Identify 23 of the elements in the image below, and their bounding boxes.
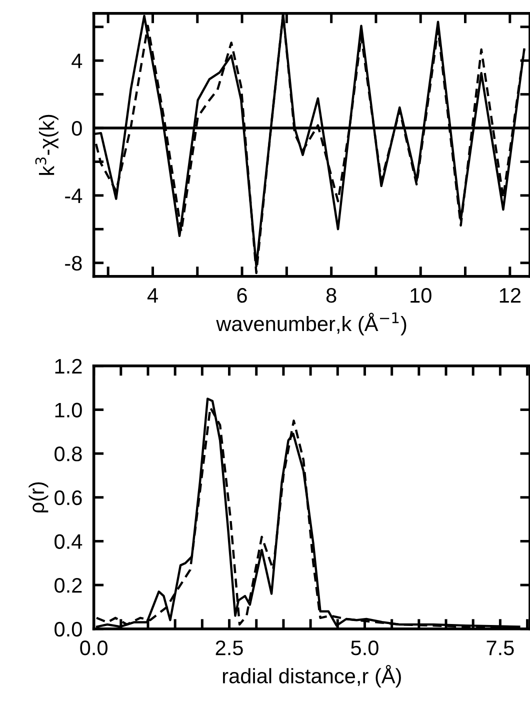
x-tick-label: 10 [410,288,432,303]
y-tick-label: 0.6 [54,490,82,506]
x-tick-label: 6 [237,288,247,303]
y-tick-label: 0.2 [54,578,82,593]
x-tick-label: 7.5 [486,640,514,656]
y-tick-label: -8 [65,256,82,271]
y-tick-label: 0.8 [54,446,82,462]
y-tick-label: 0.4 [54,534,82,549]
x-axis-title: wavenumber,k (Å$^{−1}$) [216,312,406,336]
x-tick-label: 2.5 [216,640,243,656]
x-axis-title: radial distance,r (Å) [222,664,401,688]
y-tick-label: 0.0 [54,622,82,637]
y-axis-title: k$^{3}$-χ(k) [35,114,58,175]
y-tick-label: 1.2 [55,358,82,374]
y-tick-label: -4 [65,188,82,203]
y-tick-label: 4 [72,54,82,68]
x-tick-label: 5.0 [351,640,378,656]
y-tick-label: 0 [72,121,82,136]
x-tick-label: 4 [147,288,158,303]
y-axis-title: ρ(r) [28,482,48,512]
y-tick-label: 1.0 [55,402,82,418]
x-tick-label: 12 [500,288,520,303]
x-tick-label: 8 [326,288,336,303]
